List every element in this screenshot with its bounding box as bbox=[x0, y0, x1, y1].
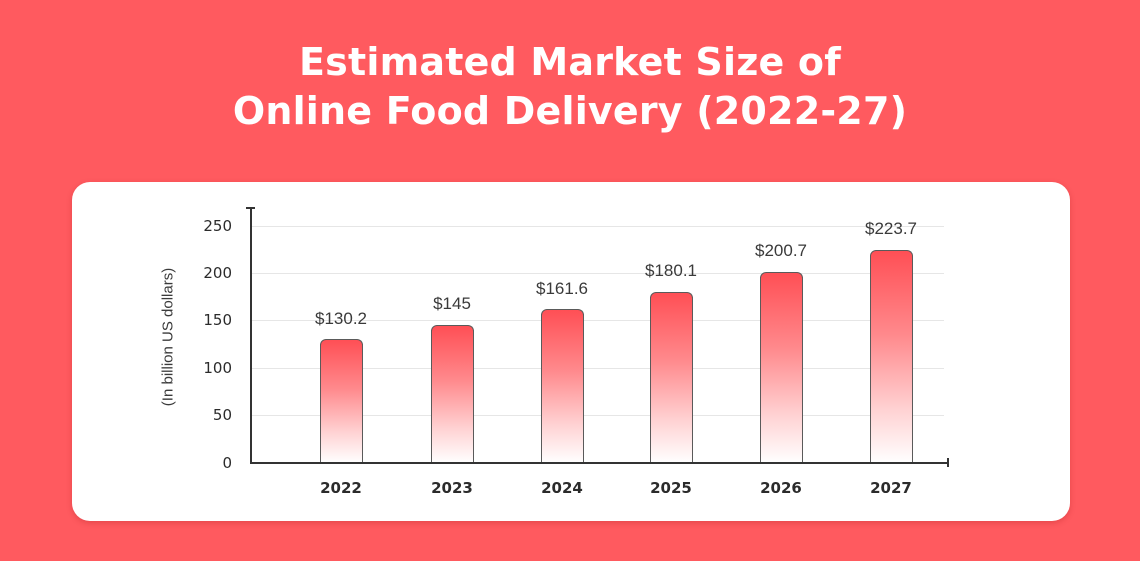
bar-2024 bbox=[541, 309, 584, 463]
bar-2023 bbox=[431, 325, 474, 463]
x-tick: 2022 bbox=[320, 479, 362, 497]
title-line-1: Estimated Market Size of bbox=[299, 40, 841, 84]
y-tick: 100 bbox=[203, 359, 232, 377]
x-tick: 2024 bbox=[541, 479, 583, 497]
gridline-100 bbox=[252, 368, 944, 369]
y-tick: 50 bbox=[212, 406, 232, 424]
data-label-2025: $180.1 bbox=[645, 261, 697, 280]
title-line-2: Online Food Delivery (2022-27) bbox=[232, 89, 908, 133]
y-tick: 250 bbox=[203, 217, 232, 235]
data-label-2027: $223.7 bbox=[865, 219, 917, 238]
y-axis-label: (In billion US dollars) bbox=[159, 267, 177, 407]
bar-2022 bbox=[320, 339, 363, 463]
bar-2026 bbox=[760, 272, 803, 463]
x-axis bbox=[250, 462, 949, 464]
gridline-200 bbox=[252, 273, 944, 274]
y-tick: 0 bbox=[222, 454, 232, 472]
x-tick: 2025 bbox=[650, 479, 692, 497]
data-label-2024: $161.6 bbox=[536, 279, 588, 298]
x-tick: 2023 bbox=[431, 479, 473, 497]
bar-2025 bbox=[650, 292, 693, 463]
y-tick: 150 bbox=[203, 311, 232, 329]
gridline-250 bbox=[252, 226, 944, 227]
x-tick: 2026 bbox=[760, 479, 802, 497]
x-tick: 2027 bbox=[870, 479, 912, 497]
gridline-150 bbox=[252, 320, 944, 321]
data-label-2026: $200.7 bbox=[755, 241, 807, 260]
y-axis-cap bbox=[246, 207, 255, 209]
data-label-2023: $145 bbox=[433, 294, 471, 313]
x-axis-cap bbox=[947, 458, 949, 467]
bar-2027 bbox=[870, 250, 913, 463]
y-axis bbox=[250, 208, 252, 464]
gridline-50 bbox=[252, 415, 944, 416]
chart-title: Estimated Market Size of Online Food Del… bbox=[0, 38, 1140, 136]
y-tick: 200 bbox=[203, 264, 232, 282]
data-label-2022: $130.2 bbox=[315, 309, 367, 328]
